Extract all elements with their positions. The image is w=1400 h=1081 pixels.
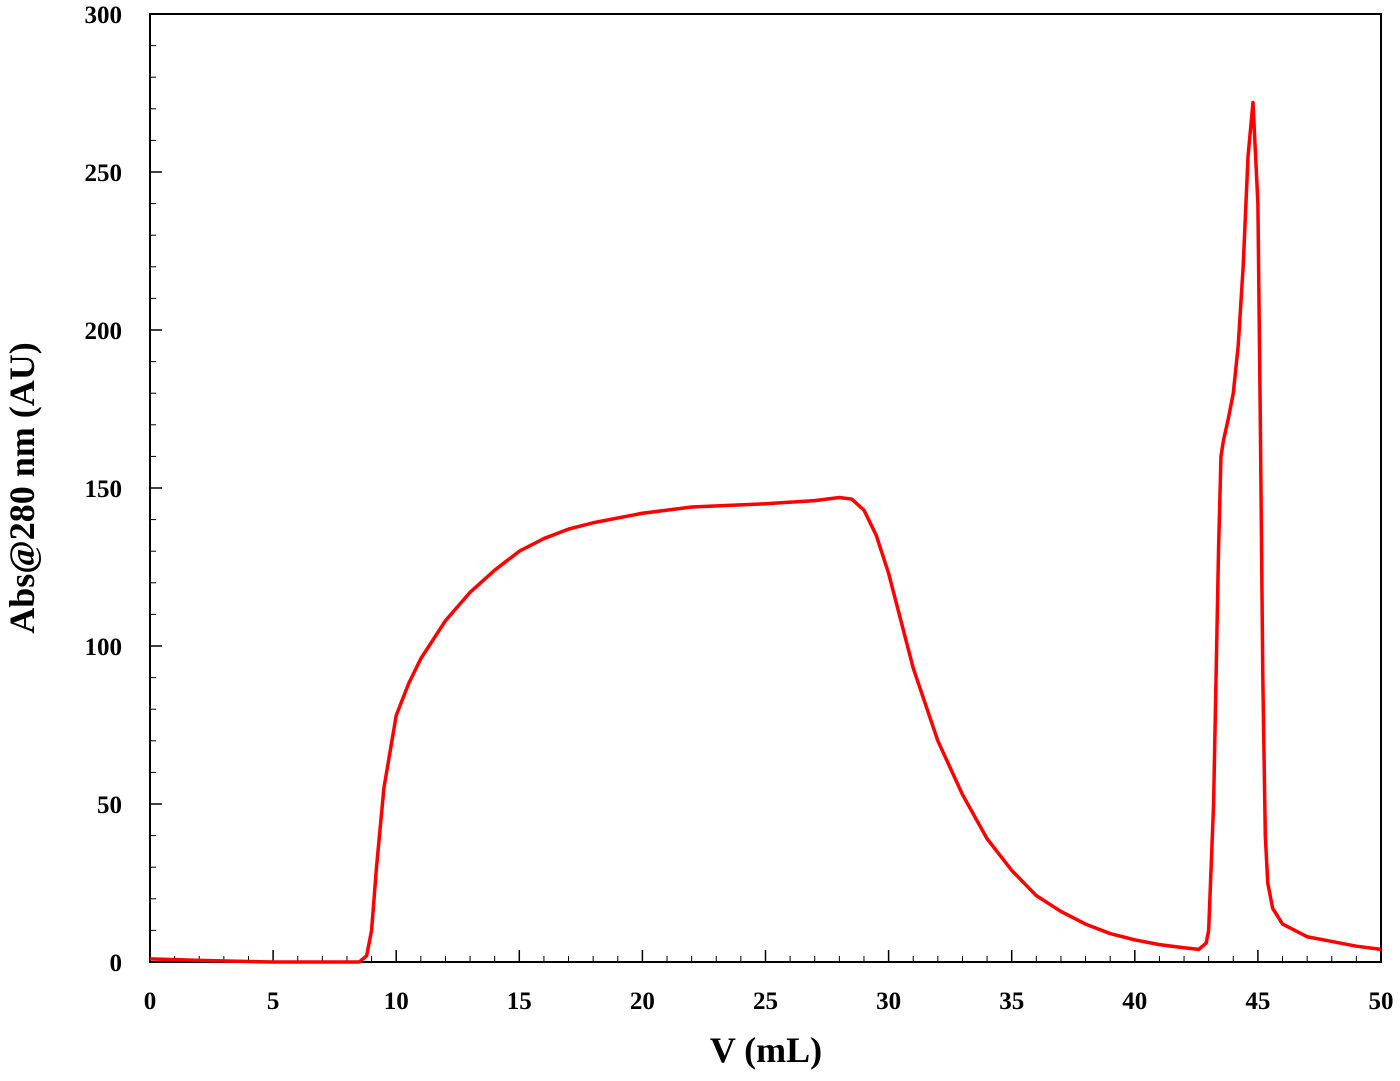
y-tick-label: 300 <box>85 2 123 29</box>
y-tick-label: 150 <box>85 476 123 503</box>
y-axis-title: Abs@280 nm (AU) <box>2 342 42 634</box>
x-tick-label: 30 <box>876 988 901 1015</box>
y-tick-label: 100 <box>85 634 123 661</box>
x-tick-label: 0 <box>144 988 157 1015</box>
x-tick-label: 10 <box>384 988 409 1015</box>
data-line <box>149 100 1382 964</box>
x-tick-label: 5 <box>267 988 280 1015</box>
y-tick-label: 250 <box>85 160 123 187</box>
plot-frame <box>149 13 1382 963</box>
y-tick-label: 50 <box>97 792 122 819</box>
y-tick-label: 0 <box>110 950 123 977</box>
x-axis-title: V (mL) <box>710 1030 822 1070</box>
x-tick-label: 25 <box>753 988 778 1015</box>
x-tick-label: 20 <box>630 988 655 1015</box>
x-tick-label: 35 <box>999 988 1024 1015</box>
y-tick-label: 200 <box>85 318 123 345</box>
x-tick-label: 15 <box>507 988 532 1015</box>
x-tick-label: 45 <box>1245 988 1270 1015</box>
x-tick-label: 50 <box>1369 988 1394 1015</box>
x-tick-label: 40 <box>1122 988 1147 1015</box>
